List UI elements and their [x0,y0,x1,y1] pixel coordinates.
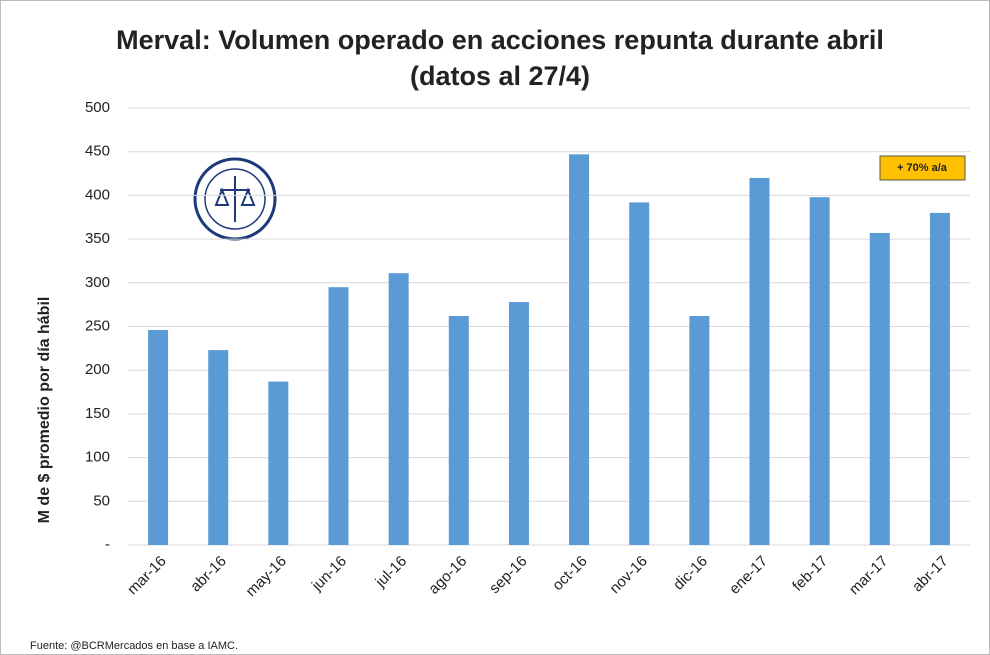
bar [268,381,289,545]
bar [388,273,409,545]
y-tick-label: - [105,536,110,553]
y-tick-label: 300 [85,274,110,291]
bar [629,202,650,545]
bar [749,177,770,546]
annotation-box [879,155,966,181]
y-tick-label: 250 [85,317,110,334]
y-tick-label: 200 [85,361,110,378]
bar [328,287,349,545]
y-axis-label: M de $ promedio por día hábil [36,297,53,524]
bar [569,154,590,545]
y-tick-label: 400 [85,186,110,203]
bar [448,316,469,545]
y-tick-label: 150 [85,405,110,422]
chart-title: Merval: Volumen operado en acciones repu… [116,25,884,55]
bar [689,316,710,545]
bar [508,302,529,545]
bar [148,329,169,545]
chart-subtitle: (datos al 27/4) [410,61,590,91]
y-tick-label: 450 [85,143,110,160]
source: Fuente: @BCRMercados en base a IAMC. [30,640,238,652]
logo [192,155,278,243]
bar [929,212,950,545]
bar [869,232,890,545]
bar [208,350,229,545]
bar [809,197,830,545]
y-tick-label: 500 [85,99,110,116]
y-tick-label: 100 [85,449,110,466]
y-tick-label: 350 [85,230,110,247]
annotation: + 70% a/a [897,162,948,174]
y-tick-label: 50 [93,492,110,509]
